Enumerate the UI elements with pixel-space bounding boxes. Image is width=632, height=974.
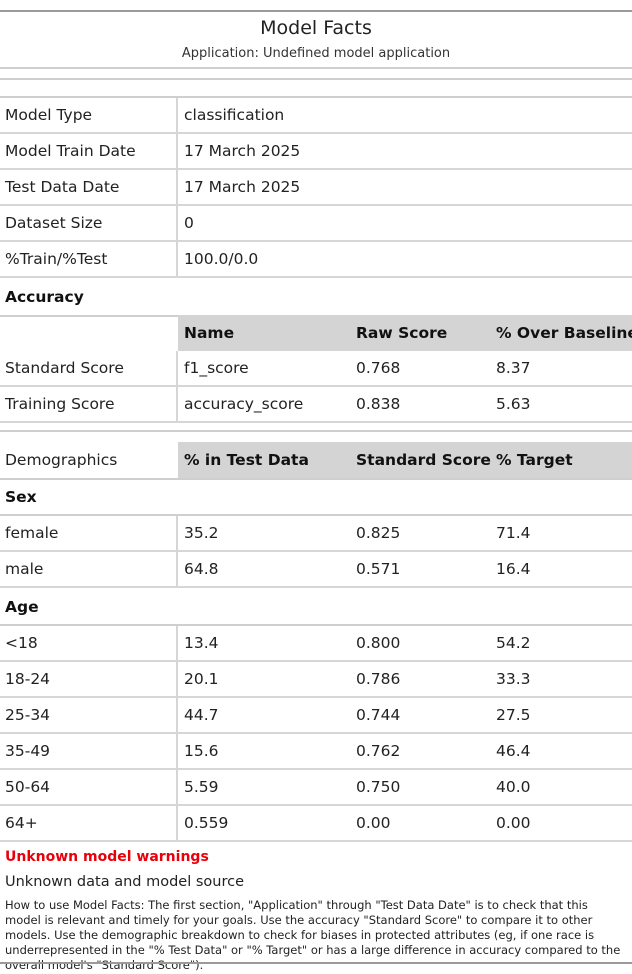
pct-target: 54.2 xyxy=(496,634,531,652)
pct-test: 15.6 xyxy=(184,742,219,760)
pct-test: 13.4 xyxy=(184,634,219,652)
top-rule xyxy=(0,10,632,12)
accuracy-row-standard: Standard Score f1_score 0.768 8.37 xyxy=(0,351,632,387)
column-header-standard-score: Standard Score xyxy=(356,451,491,469)
standard-score: 0.825 xyxy=(356,524,401,542)
column-header-raw-score: Raw Score xyxy=(356,324,448,342)
standard-score: 0.571 xyxy=(356,560,401,578)
divider xyxy=(0,478,632,480)
sex-section-label: Sex xyxy=(5,488,37,506)
pct-test: 64.8 xyxy=(184,560,219,578)
demographics-header-row: Demographics % in Test Data Standard Sco… xyxy=(0,442,632,478)
age-section-label: Age xyxy=(5,598,39,616)
raw-score: 0.768 xyxy=(356,359,401,377)
pct-test: 35.2 xyxy=(184,524,219,542)
table-row: 25-34 44.7 0.744 27.5 xyxy=(0,698,632,734)
divider xyxy=(0,430,632,432)
divider xyxy=(0,514,632,516)
detail-value: classification xyxy=(184,106,285,124)
over-baseline: 8.37 xyxy=(496,359,531,377)
group-label: female xyxy=(5,524,59,542)
detail-row-train-test: %Train/%Test 100.0/0.0 xyxy=(0,242,632,278)
standard-score: 0.750 xyxy=(356,778,401,796)
bottom-rule xyxy=(0,962,632,964)
accuracy-row-training: Training Score accuracy_score 0.838 5.63 xyxy=(0,387,632,423)
standard-score: 0.762 xyxy=(356,742,401,760)
group-label: 35-49 xyxy=(5,742,51,760)
standard-score: 0.744 xyxy=(356,706,401,724)
application-subtitle: Application: Undefined model application xyxy=(181,46,451,61)
standard-score: 0.00 xyxy=(356,814,391,832)
model-warnings: Unknown model warnings xyxy=(5,849,209,865)
score-name: accuracy_score xyxy=(184,395,304,413)
pct-target: 71.4 xyxy=(496,524,531,542)
pct-test: 5.59 xyxy=(184,778,219,796)
over-baseline: 5.63 xyxy=(496,395,531,413)
table-row: female 35.2 0.825 71.4 xyxy=(0,516,632,552)
group-label: male xyxy=(5,560,44,578)
detail-row-test-date: Test Data Date 17 March 2025 xyxy=(0,170,632,206)
accuracy-section-label: Accuracy xyxy=(5,288,84,306)
demographics-label: Demographics xyxy=(5,451,118,469)
table-row: male 64.8 0.571 16.4 xyxy=(0,552,632,588)
group-label: 50-64 xyxy=(5,778,51,796)
group-label: 25-34 xyxy=(5,706,51,724)
detail-value: 0 xyxy=(184,214,194,232)
standard-score: 0.786 xyxy=(356,670,401,688)
detail-label: Test Data Date xyxy=(5,178,120,196)
pct-target: 16.4 xyxy=(496,560,531,578)
table-row: 50-64 5.59 0.750 40.0 xyxy=(0,770,632,806)
row-label: Training Score xyxy=(5,395,115,413)
how-to-use-text: How to use Model Facts: The first sectio… xyxy=(5,898,621,972)
standard-score: 0.800 xyxy=(356,634,401,652)
raw-score: 0.838 xyxy=(356,395,401,413)
divider xyxy=(0,624,632,626)
detail-row-model-type: Model Type classification xyxy=(0,98,632,134)
table-row: 35-49 15.6 0.762 46.4 xyxy=(0,734,632,770)
pct-target: 46.4 xyxy=(496,742,531,760)
data-source-note: Unknown data and model source xyxy=(5,874,244,890)
pct-test: 20.1 xyxy=(184,670,219,688)
divider xyxy=(0,67,632,69)
pct-test: 44.7 xyxy=(184,706,219,724)
detail-label: Model Type xyxy=(5,106,93,124)
table-row: 64+ 0.559 0.00 0.00 xyxy=(0,806,632,842)
column-header-name: Name xyxy=(184,324,235,342)
detail-label: Dataset Size xyxy=(5,214,103,232)
table-row: <18 13.4 0.800 54.2 xyxy=(0,626,632,662)
pct-test: 0.559 xyxy=(184,814,229,832)
detail-label: Model Train Date xyxy=(5,142,136,160)
pct-target: 40.0 xyxy=(496,778,531,796)
pct-target: 0.00 xyxy=(496,814,531,832)
detail-label: %Train/%Test xyxy=(5,250,108,268)
group-label: <18 xyxy=(5,634,38,652)
divider xyxy=(0,96,632,98)
detail-row-train-date: Model Train Date 17 March 2025 xyxy=(0,134,632,170)
column-header-target: % Target xyxy=(496,451,573,469)
column-header-pct-test: % in Test Data xyxy=(184,451,309,469)
accuracy-header-row: Name Raw Score % Over Baseline xyxy=(0,315,632,351)
detail-value: 17 March 2025 xyxy=(184,142,301,160)
row-label: Standard Score xyxy=(5,359,124,377)
score-name: f1_score xyxy=(184,359,249,377)
pct-target: 33.3 xyxy=(496,670,531,688)
detail-value: 17 March 2025 xyxy=(184,178,301,196)
group-label: 64+ xyxy=(5,814,38,832)
pct-target: 27.5 xyxy=(496,706,531,724)
divider xyxy=(0,78,632,80)
column-header-over-baseline: % Over Baseline xyxy=(496,324,632,342)
table-row: 18-24 20.1 0.786 33.3 xyxy=(0,662,632,698)
detail-row-dataset-size: Dataset Size 0 xyxy=(0,206,632,242)
detail-value: 100.0/0.0 xyxy=(184,250,259,268)
group-label: 18-24 xyxy=(5,670,51,688)
page-title: Model Facts xyxy=(260,17,372,39)
